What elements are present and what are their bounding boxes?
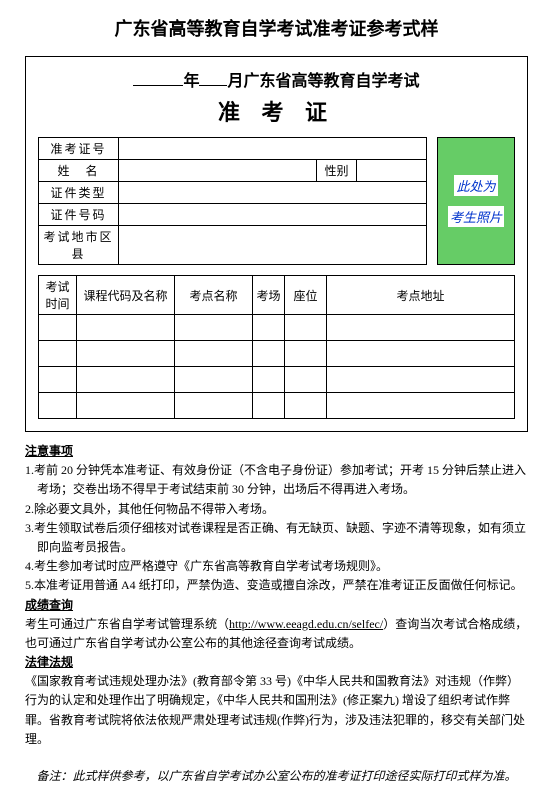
row-id-no: 证件号码 (39, 204, 427, 226)
header-address: 考点地址 (327, 276, 515, 315)
schedule-row (39, 315, 515, 341)
label-id-no: 证件号码 (39, 204, 119, 226)
header-time: 考试时间 (39, 276, 77, 315)
schedule-table: 考试时间 课程代码及名称 考点名称 考场 座位 考点地址 (38, 275, 515, 419)
row-district: 考试地市区县 (39, 226, 427, 265)
row-id-type: 证件类型 (39, 182, 427, 204)
value-gender (357, 160, 427, 182)
label-admission-no: 准考证号 (39, 138, 119, 160)
header-room: 考场 (253, 276, 285, 315)
notice-item: 1.考前 20 分钟凭本准考证、有效身份证（不含电子身份证）参加考试；开考 15… (25, 461, 528, 499)
schedule-header-row: 考试时间 课程代码及名称 考点名称 考场 座位 考点地址 (39, 276, 515, 315)
value-id-type (119, 182, 427, 204)
law-heading: 法律法规 (25, 653, 528, 672)
schedule-row (39, 393, 515, 419)
year-blank (133, 70, 183, 86)
header-site: 考点名称 (175, 276, 253, 315)
notice-item: 3.考生领取试卷后须仔细核对试卷课程是否正确、有无缺页、缺题、字迹不清等现象，如… (25, 519, 528, 557)
notice-item: 2.除必要文具外，其他任何物品不得带入考场。 (25, 500, 528, 519)
notice-heading: 注意事项 (25, 442, 528, 461)
score-text-1: 考生可通过广东省自学考试管理系统（ (25, 617, 229, 631)
label-id-type: 证件类型 (39, 182, 119, 204)
photo-line-2: 考生照片 (448, 206, 504, 227)
schedule-row (39, 341, 515, 367)
info-row: 准考证号 姓 名 性别 证件类型 证件号码 考试地市区县 (38, 137, 515, 265)
law-text: 《国家教育考试违规处理办法》(教育部令第 33 号)《中华人民共和国教育法》对违… (25, 672, 528, 749)
cert-title-line: 年 月广东省高等教育自学考试 (38, 67, 515, 91)
footer-note: 备注：此式样供参考，以广东省自学考试办公室公布的准考证打印途径实际打印式样为准。 (25, 767, 528, 784)
month-blank (199, 70, 227, 86)
info-table: 准考证号 姓 名 性别 证件类型 证件号码 考试地市区县 (38, 137, 427, 265)
year-label: 年 (183, 73, 199, 90)
cert-subtitle: 准 考 证 (38, 95, 515, 127)
certificate-frame: 年 月广东省高等教育自学考试 准 考 证 准考证号 姓 名 性别 证件类型 证件号… (25, 56, 528, 432)
value-name (119, 160, 317, 182)
schedule-row (39, 367, 515, 393)
value-id-no (119, 204, 427, 226)
score-heading: 成绩查询 (25, 596, 528, 615)
header-course: 课程代码及名称 (77, 276, 175, 315)
page-title: 广东省高等教育自学考试准考证参考式样 (25, 15, 528, 41)
score-text: 考生可通过广东省自学考试管理系统（http://www.eeagd.edu.cn… (25, 615, 528, 653)
header-seat: 座位 (285, 276, 327, 315)
cert-title-suffix: 广东省高等教育自学考试 (244, 73, 420, 90)
value-district (119, 226, 427, 265)
row-name: 姓 名 性别 (39, 160, 427, 182)
month-label: 月 (227, 73, 243, 90)
label-district: 考试地市区县 (39, 226, 119, 265)
label-name: 姓 名 (39, 160, 119, 182)
notice-item: 4.考生参加考试时应严格遵守《广东省高等教育自学考试考场规则》。 (25, 557, 528, 576)
row-admission-no: 准考证号 (39, 138, 427, 160)
photo-placeholder: 此处为 考生照片 (437, 137, 515, 265)
label-gender: 性别 (317, 160, 357, 182)
notice-item: 5.本准考证用普通 A4 纸打印，严禁伪造、变造或擅自涂改，严禁在准考证正反面做… (25, 576, 528, 595)
photo-line-1: 此处为 (454, 175, 497, 196)
score-url-link[interactable]: http://www.eeagd.edu.cn/selfec/ (229, 617, 383, 631)
value-admission-no (119, 138, 427, 160)
notes-section: 注意事项 1.考前 20 分钟凭本准考证、有效身份证（不含电子身份证）参加考试；… (25, 442, 528, 749)
